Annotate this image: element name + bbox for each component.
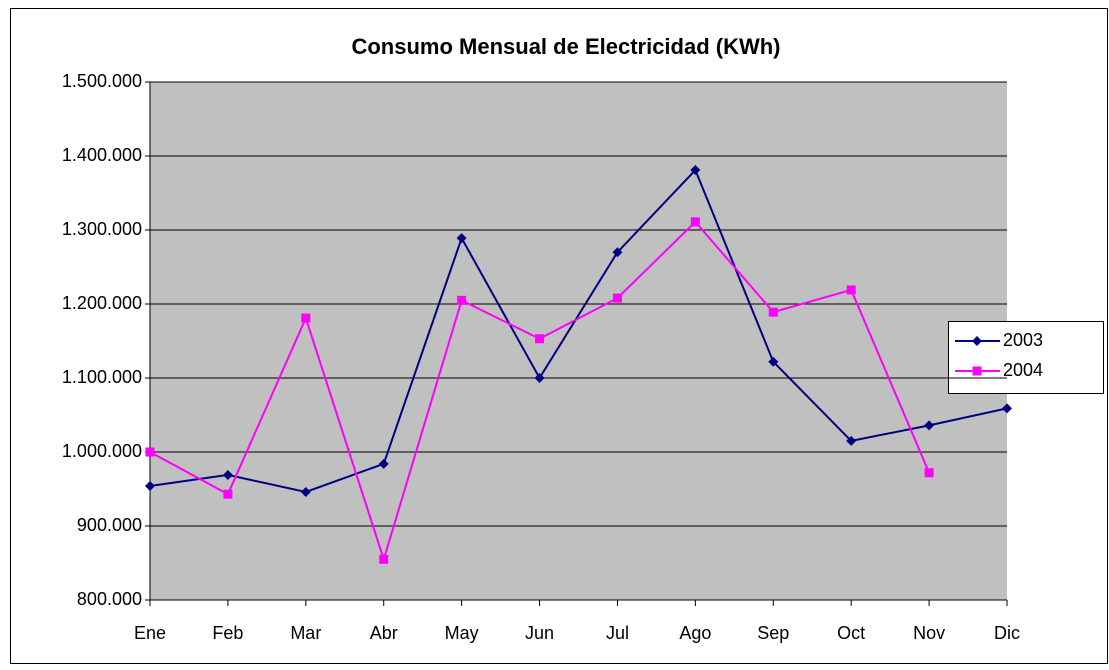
y-tick-label: 1.400.000 xyxy=(62,145,142,165)
legend xyxy=(948,321,1104,394)
plot-area xyxy=(150,82,1007,600)
x-tick-label: Ago xyxy=(679,623,711,643)
point xyxy=(145,447,155,457)
point xyxy=(612,247,623,258)
point xyxy=(846,285,856,295)
y-tick-label: 900.000 xyxy=(77,515,142,535)
legend-label: 2004 xyxy=(1003,360,1043,380)
x-tick-label: Ene xyxy=(134,623,166,643)
point xyxy=(924,468,934,478)
x-tick-label: Feb xyxy=(212,623,243,643)
point xyxy=(300,486,311,497)
x-tick-label: Jul xyxy=(606,623,629,643)
point xyxy=(924,420,935,431)
legend-marker xyxy=(972,336,982,346)
point xyxy=(223,489,233,499)
legend-label: 2003 xyxy=(1003,330,1043,350)
x-tick-label: Dic xyxy=(994,623,1020,643)
point xyxy=(612,293,622,303)
series-line xyxy=(149,168,1008,493)
x-tick-label: Nov xyxy=(913,623,945,643)
point xyxy=(768,356,779,367)
y-tick-label: 1.500.000 xyxy=(62,71,142,91)
x-tick-label: Oct xyxy=(837,623,865,643)
point xyxy=(457,295,467,305)
point xyxy=(145,481,155,492)
point xyxy=(535,334,545,344)
y-tick-label: 1.300.000 xyxy=(62,219,142,239)
point xyxy=(768,307,778,317)
point xyxy=(690,217,700,227)
point xyxy=(1002,403,1012,414)
x-tick-label: May xyxy=(445,623,479,643)
point xyxy=(301,313,311,323)
y-tick-label: 800.000 xyxy=(77,589,142,609)
point xyxy=(690,165,701,176)
x-tick-label: Mar xyxy=(290,623,321,643)
legend-marker xyxy=(972,366,982,376)
point xyxy=(456,233,467,244)
y-tick-label: 1.100.000 xyxy=(62,367,142,387)
point xyxy=(222,469,233,480)
point xyxy=(379,554,389,564)
point xyxy=(534,373,545,383)
chart-title: Consumo Mensual de Electricidad (KWh) xyxy=(351,34,780,59)
x-tick-label: Jun xyxy=(525,623,554,643)
x-tick-label: Abr xyxy=(370,623,398,643)
point xyxy=(378,458,389,469)
x-tick-label: Sep xyxy=(757,623,789,643)
y-tick-label: 1.000.000 xyxy=(62,441,142,461)
point xyxy=(846,435,857,446)
y-tick-label: 1.200.000 xyxy=(62,293,142,313)
